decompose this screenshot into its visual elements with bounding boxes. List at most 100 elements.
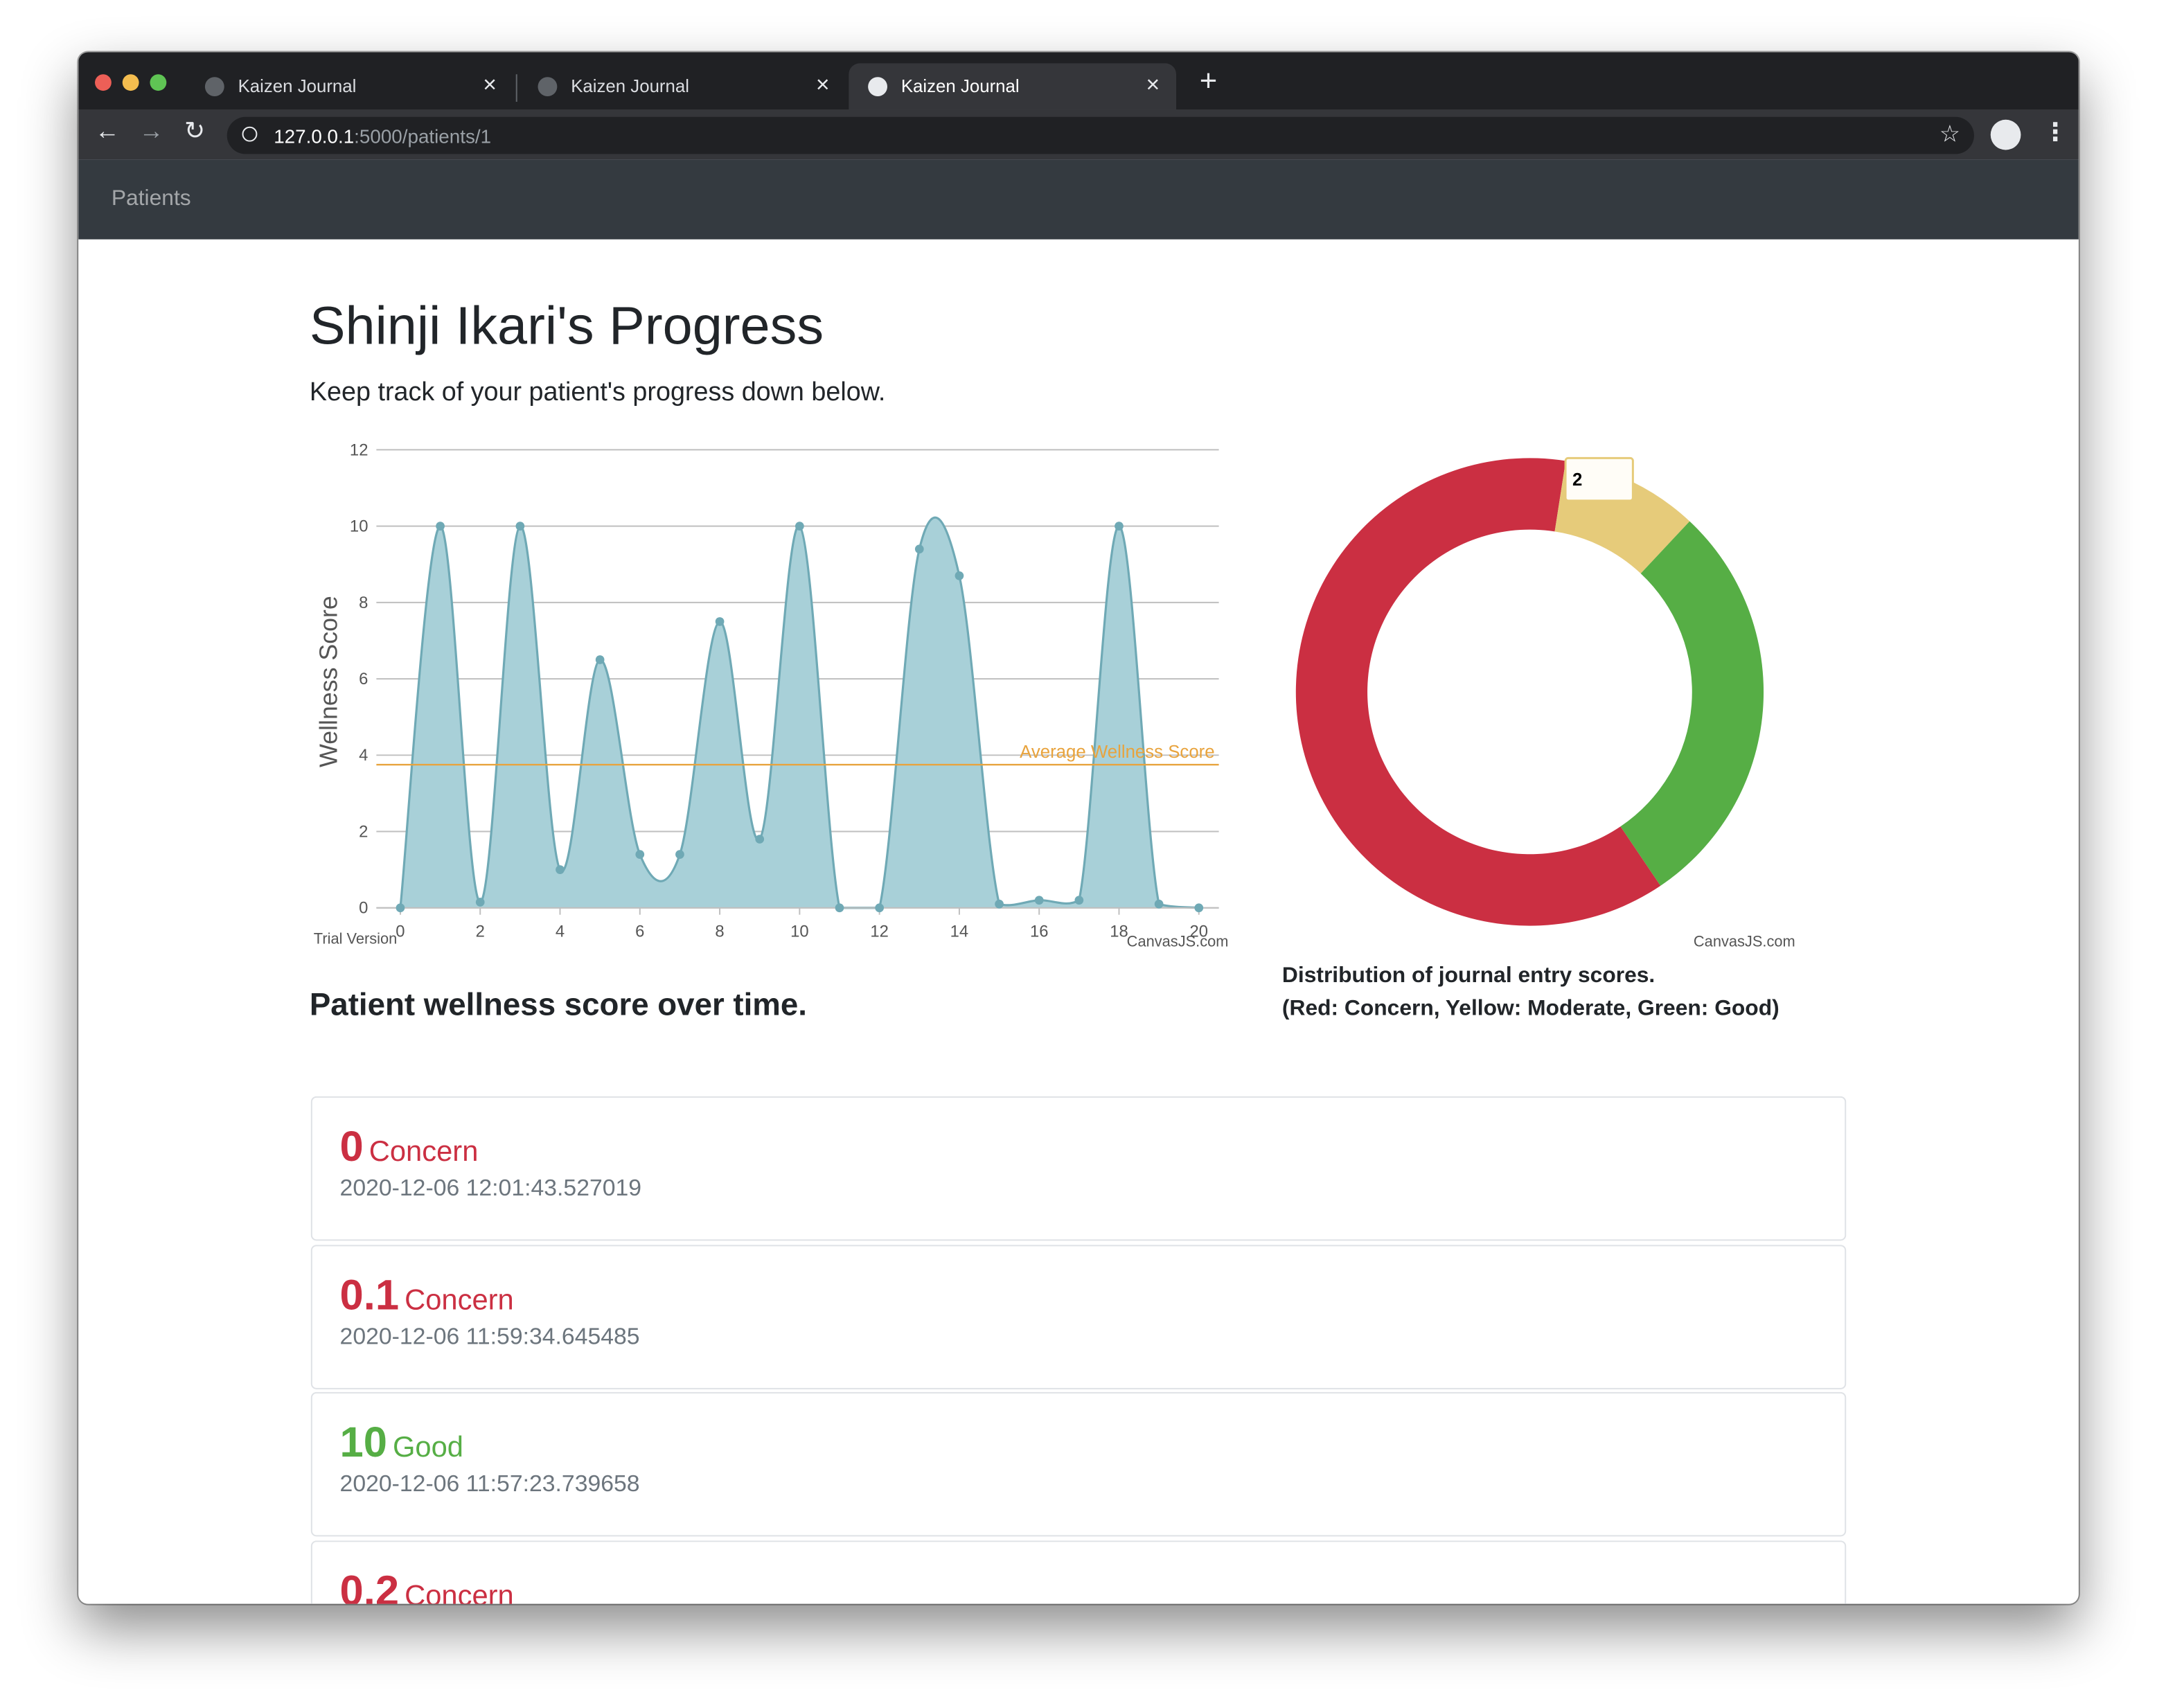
x-tick-label: 16	[1030, 922, 1049, 941]
entry-score: 0 Concern	[340, 1123, 479, 1172]
x-tick-label: 18	[1110, 922, 1128, 941]
data-point	[1074, 896, 1084, 905]
y-tick-label: 10	[350, 517, 369, 536]
new-tab[interactable]: +	[1199, 63, 1218, 98]
tab-close[interactable]: ×	[483, 71, 497, 98]
y-tick-label: 12	[350, 441, 369, 459]
profile-icon[interactable]	[1990, 119, 2021, 150]
tab-bar: Kaizen Journal × Kaizen Journal × Kaizen J…	[78, 52, 2079, 110]
zoom-button[interactable]	[150, 74, 167, 91]
entry-timestamp: 2020-12-06 11:59:34.645485	[339, 1322, 640, 1349]
watermark: Trial Version	[314, 929, 398, 947]
x-tick-label: 14	[950, 922, 969, 941]
data-point	[875, 903, 885, 913]
back-button[interactable]: ←	[95, 116, 120, 145]
tab-title: Kaizen Journal	[238, 75, 357, 97]
average-label: Average Wellness Score	[1020, 742, 1215, 762]
data-point	[1115, 522, 1124, 531]
entry-card: 10 Good 2020-12-06 11:57:23.739658	[310, 1391, 1847, 1537]
data-point	[1154, 899, 1164, 909]
data-point	[556, 865, 565, 875]
charts: 0 2 4 6 8 10 12 0 2 4 6 8 10 12 14 16 18 20 Average Wellne…	[310, 441, 1795, 1022]
y-tick-label: 6	[359, 670, 368, 688]
entry-card: 0 Concern 2020-12-06 12:01:43.527019	[310, 1096, 1847, 1241]
entry-card: 0.2 Concern	[310, 1540, 1847, 1604]
chart-caption: Distribution of journal entry scores.	[1282, 962, 1655, 987]
tab-title: Kaizen Journal	[900, 75, 1020, 97]
data-point	[675, 850, 684, 859]
tab-icon	[868, 77, 887, 97]
navbar: Patients	[78, 159, 2079, 240]
x-tick-label: 6	[635, 922, 644, 941]
chart-caption: (Red: Concern, Yellow: Moderate, Green: …	[1282, 995, 1779, 1020]
doughnut-slice	[1620, 521, 1764, 886]
entry-score-label: Concern	[369, 1136, 479, 1168]
tab-active[interactable]: Kaizen Journal ×	[849, 63, 1177, 110]
bookmark-star[interactable]: ☆	[1939, 121, 1961, 148]
entry-score: 10 Good	[340, 1418, 463, 1468]
page-title: Shinji Ikari's Progress	[309, 296, 824, 357]
data-point	[595, 655, 605, 664]
entry-timestamp: 2020-12-06 12:01:43.527019	[339, 1175, 642, 1201]
minimize-button[interactable]	[122, 74, 139, 91]
entry-score: 0.2 Concern	[340, 1566, 514, 1604]
data-point	[436, 522, 445, 531]
forward-button[interactable]: →	[139, 116, 164, 145]
tooltip-text: 2	[1572, 470, 1582, 490]
tab-icon	[538, 77, 558, 97]
tab[interactable]: Kaizen Journal ×	[519, 63, 846, 110]
doughnut-slice	[1295, 458, 1661, 926]
entry-score-label: Concern	[405, 1283, 514, 1316]
axis-title-y: Wellness Score	[315, 596, 343, 767]
close-button[interactable]	[95, 74, 112, 91]
entry-score-label: Concern	[405, 1579, 514, 1604]
entry-card: 0.1 Concern 2020-12-06 11:59:34.645485	[310, 1244, 1847, 1389]
data-point	[755, 835, 765, 844]
nav-link[interactable]: Patients	[111, 187, 191, 211]
x-tick-label: 2	[476, 922, 485, 941]
address-bar[interactable]: 127.0.0.1:5000/patients/1 ☆	[227, 116, 1974, 154]
entry-score-value: 0.1	[339, 1270, 400, 1319]
credit: CanvasJS.com	[1127, 932, 1229, 950]
entry-score-value: 10	[339, 1418, 388, 1467]
y-tick-label: 2	[359, 822, 368, 841]
x-tick-label: 12	[870, 922, 889, 941]
data-point	[475, 898, 485, 907]
data-point	[995, 899, 1004, 909]
data-point	[914, 544, 924, 554]
x-tick-label: 4	[556, 922, 565, 941]
tab-separator	[515, 74, 517, 102]
y-tick-label: 4	[359, 746, 368, 765]
data-point	[396, 903, 405, 913]
credit: CanvasJS.com	[1694, 932, 1795, 950]
tab-close[interactable]: ×	[815, 71, 830, 98]
data-point	[1194, 903, 1204, 913]
y-tick-label: 0	[359, 899, 368, 918]
entry-score: 0.1 Concern	[340, 1270, 514, 1319]
tab-icon	[204, 77, 224, 97]
data-point	[635, 850, 645, 859]
menu-button[interactable]: ⋮	[2043, 118, 2068, 146]
chart-caption: Patient wellness score over time.	[310, 987, 807, 1022]
y-tick-label: 8	[359, 594, 368, 612]
tab-close[interactable]: ×	[1146, 71, 1160, 98]
data-point	[715, 617, 725, 626]
entry-score-value: 0	[339, 1122, 364, 1171]
toolbar: ← → ↻ 127.0.0.1:5000/patients/1 ☆ ⋮	[78, 109, 2079, 160]
data-point	[795, 522, 804, 531]
x-tick-label: 0	[396, 922, 405, 941]
tab-title: Kaizen Journal	[571, 75, 689, 97]
area	[400, 517, 1199, 908]
data-point	[515, 522, 525, 531]
entry-timestamp: 2020-12-06 11:57:23.739658	[339, 1470, 640, 1497]
info-icon	[242, 126, 258, 142]
reload-button[interactable]: ↻	[184, 116, 206, 145]
tab[interactable]: Kaizen Journal ×	[186, 63, 513, 110]
x-tick-label: 20	[1190, 922, 1209, 941]
x-tick-label: 10	[790, 922, 809, 941]
url-host: 127.0.0.1	[274, 125, 355, 148]
data-point	[835, 903, 844, 913]
line	[399, 516, 1199, 909]
